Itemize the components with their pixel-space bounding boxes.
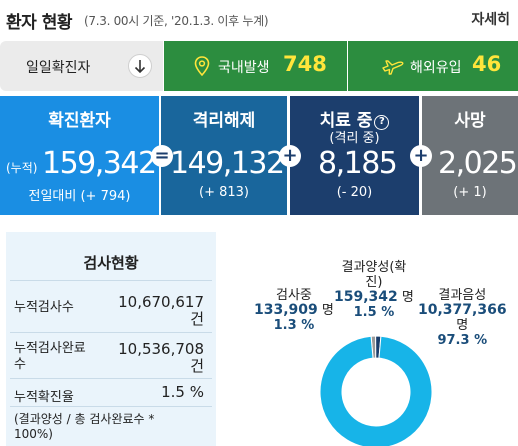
confirmed-prefix: (누적) (6, 161, 38, 175)
divider (10, 332, 212, 333)
treating-title-wrap: 치료 중? (290, 106, 419, 131)
deaths-value: 2,025 (438, 146, 518, 181)
testing-pct: 1.3 % (273, 318, 315, 333)
donut-slice-negative (319, 335, 433, 446)
more-link[interactable]: 자세히 (471, 12, 510, 28)
confirmed-title: 확진환자 (48, 111, 111, 131)
plus-icon: + (410, 145, 432, 167)
completed-tests-label: 누적검사완료 수 (14, 341, 86, 373)
positive-rate-value: 1.5 % (161, 383, 204, 401)
positive-value: 159,342 (334, 289, 398, 305)
treating-delta: (- 20) (336, 185, 373, 200)
testing-label-block: 검사중 133,909 명 1.3 % (254, 288, 334, 333)
positive-pct: 1.5 % (353, 305, 395, 320)
completed-tests-number: 10,536,708 (118, 340, 204, 358)
positive-unit: 명 (401, 290, 414, 305)
daily-confirmed-toggle[interactable]: 일일확진자 (0, 41, 163, 91)
arrow-down-icon[interactable] (128, 54, 152, 78)
page-header: 환자 현황 (7.3. 00시 기준, '20.1.3. 이후 누계) 자세히 (0, 0, 518, 38)
positive-label: 결과양성(확 (341, 260, 407, 275)
negative-value: 10,377,366 (418, 302, 507, 318)
cumulative-tests-number: 10,670,617 (118, 293, 204, 311)
treating-value: 8,185 (318, 146, 398, 181)
completed-tests-label-line2: 수 (14, 357, 26, 372)
stats-row: 확진환자 (누적) 159,342 전일대비 (+ 794) = 격리해제 14… (0, 96, 518, 215)
cumulative-tests-value: 10,670,617 건 (118, 294, 204, 328)
help-icon[interactable]: ? (374, 115, 390, 130)
divider (10, 378, 212, 379)
negative-label: 결과음성 (438, 288, 487, 303)
confirmed-card: 확진환자 (누적) 159,342 전일대비 (+ 794) (0, 96, 159, 215)
test-status-title: 검사현황 (83, 254, 139, 272)
negative-label-block: 결과음성 10,377,366 명 97.3 % (418, 288, 507, 348)
daily-overseas: 해외유입 46 (348, 41, 518, 91)
test-result-chart: 검사중 133,909 명 1.3 % 결과양성(확 진) 159,342 명 … (216, 232, 518, 446)
completed-tests-unit: 건 (190, 357, 204, 375)
deaths-card: 사망 2,025 (+ 1) (422, 96, 518, 215)
page-subtitle: (7.3. 00시 기준, '20.1.3. 이후 누계) (84, 14, 269, 28)
positive-rate-label: 누적확진율 (14, 390, 74, 405)
location-pin-icon (194, 56, 210, 80)
completed-tests-value: 10,536,708 건 (118, 341, 204, 375)
positive-rate-note-line1: (결과양성 / 총 검사완료수 * (14, 412, 155, 426)
test-status-panel: 검사현황 누적검사수 10,670,617 건 누적검사완료 수 10,536,… (6, 232, 216, 446)
released-card: 격리해제 149,132 (+ 813) (161, 96, 287, 215)
deaths-title: 사망 (454, 111, 486, 131)
divider (10, 406, 212, 407)
positive-rate-note: (결과양성 / 총 검사완료수 * 100%) (14, 412, 154, 442)
testing-unit: 명 (321, 303, 334, 318)
daily-confirmed-label: 일일확진자 (26, 60, 91, 76)
positive-label-block: 결과양성(확 진) 159,342 명 1.5 % (334, 260, 414, 320)
completed-tests-label-line1: 누적검사완료 (14, 341, 86, 356)
daily-domestic-label: 국내발생 (218, 60, 270, 76)
cumulative-tests-unit: 건 (190, 310, 204, 328)
plus-icon: + (279, 145, 301, 167)
daily-domestic-value: 748 (283, 52, 327, 76)
daily-overseas-value: 46 (472, 52, 502, 76)
treating-title: 치료 중 (319, 111, 373, 131)
airplane-icon (382, 57, 404, 79)
testing-value: 133,909 (254, 302, 318, 318)
deaths-delta: (+ 1) (453, 185, 487, 200)
page-title: 환자 현황 (6, 13, 72, 33)
treating-card: 치료 중? (격리 중) 8,185 (- 20) (290, 96, 419, 215)
donut-chart (319, 335, 433, 446)
testing-label: 검사중 (275, 288, 312, 303)
negative-unit: 명 (456, 318, 469, 333)
confirmed-delta: 전일대비 (+ 794) (28, 189, 131, 204)
equals-icon: = (151, 145, 173, 167)
cumulative-tests-label: 누적검사수 (14, 300, 74, 315)
positive-label2: 진) (365, 275, 383, 290)
daily-confirmed-row: 일일확진자 국내발생 748 해외유입 46 (0, 41, 518, 91)
released-delta: (+ 813) (199, 185, 249, 200)
daily-domestic: 국내발생 748 (164, 41, 347, 91)
daily-overseas-label: 해외유입 (410, 60, 462, 76)
treating-subtitle: (격리 중) (329, 131, 380, 146)
confirmed-value: 159,342 (42, 146, 157, 181)
negative-pct: 97.3 % (437, 333, 488, 348)
released-value: 149,132 (170, 146, 285, 181)
divider (10, 280, 212, 281)
positive-rate-note-line2: 100%) (14, 427, 53, 441)
released-title: 격리해제 (192, 111, 256, 131)
